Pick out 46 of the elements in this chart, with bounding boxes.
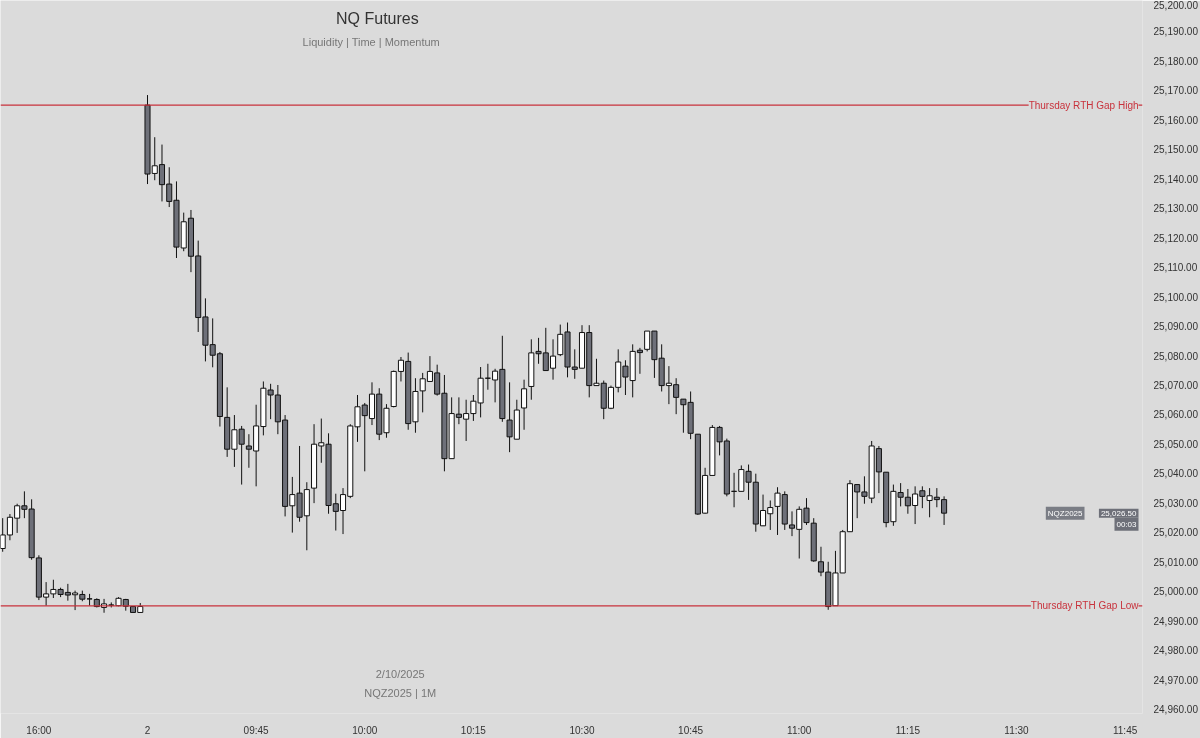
x-tick-label: 11:00 [787,724,812,736]
text: Liquidity | Time | Momentum [302,36,440,49]
y-tick-label: 25,040.00 [1153,468,1199,480]
y-tick-label: 25,170.00 [1153,85,1199,97]
annotation: NQZ2025 [1047,508,1084,518]
annotation: 2/10/2025 [375,667,425,680]
annotation: 00:03 [1116,519,1138,529]
y-tick-label: 25,060.00 [1153,409,1199,421]
y-tick-label: 25,020.00 [1153,527,1199,539]
y-tick-label: 25,200.00 [1153,0,1199,11]
text: NQ Futures [336,9,419,27]
y-tick-label: 25,090.00 [1153,321,1199,333]
y-tick-label: 25,140.00 [1153,173,1199,185]
y-tick-label: 25,080.00 [1153,350,1199,362]
candlestick [521,379,528,431]
x-tick-label: 10:00 [352,724,378,736]
annotation: NQZ2025 | 1M [364,686,437,699]
y-tick-label: 25,070.00 [1153,379,1199,391]
x-tick-label: 09:45 [243,724,270,736]
y-tick-label: 24,980.00 [1153,645,1199,657]
y-tick-label: 24,960.00 [1153,704,1199,716]
y-tick-label: 24,970.00 [1153,674,1199,686]
y-tick-label: 25,190.00 [1153,26,1199,38]
x-tick-label: 10:45 [678,724,704,736]
annotation: 25,026.50 [1100,508,1138,518]
y-tick-label: 25,000.00 [1153,586,1199,598]
y-tick-label: 25,120.00 [1153,232,1199,244]
x-tick-label: 11:45 [1112,724,1138,736]
y-tick-label: 25,050.00 [1153,438,1199,450]
y-tick-label: 25,180.00 [1153,55,1199,67]
x-tick-label: 16:00 [26,724,52,736]
x-tick-label: 11:30 [1004,724,1030,736]
ref-line-label: Thursday RTH Gap High [1028,99,1139,111]
y-tick-label: 25,010.00 [1153,556,1199,568]
y-tick-label: 25,150.00 [1153,144,1199,156]
x-tick-label: 2 [144,724,151,736]
x-tick-label: 10:15 [460,724,487,736]
x-tick-label: 11:15 [895,724,921,736]
y-tick-label: 25,030.00 [1153,497,1199,509]
y-tick-label: 24,990.00 [1153,615,1199,627]
y-tick-label: 25,130.00 [1153,203,1199,215]
ref-line-label: Thursday RTH Gap Low [1030,600,1140,612]
y-tick-label: 25,160.00 [1153,114,1199,126]
y-tick-label: 25,100.00 [1153,291,1199,303]
x-tick-label: 10:30 [569,724,595,736]
y-tick-label: 25,110.00 [1153,262,1198,274]
